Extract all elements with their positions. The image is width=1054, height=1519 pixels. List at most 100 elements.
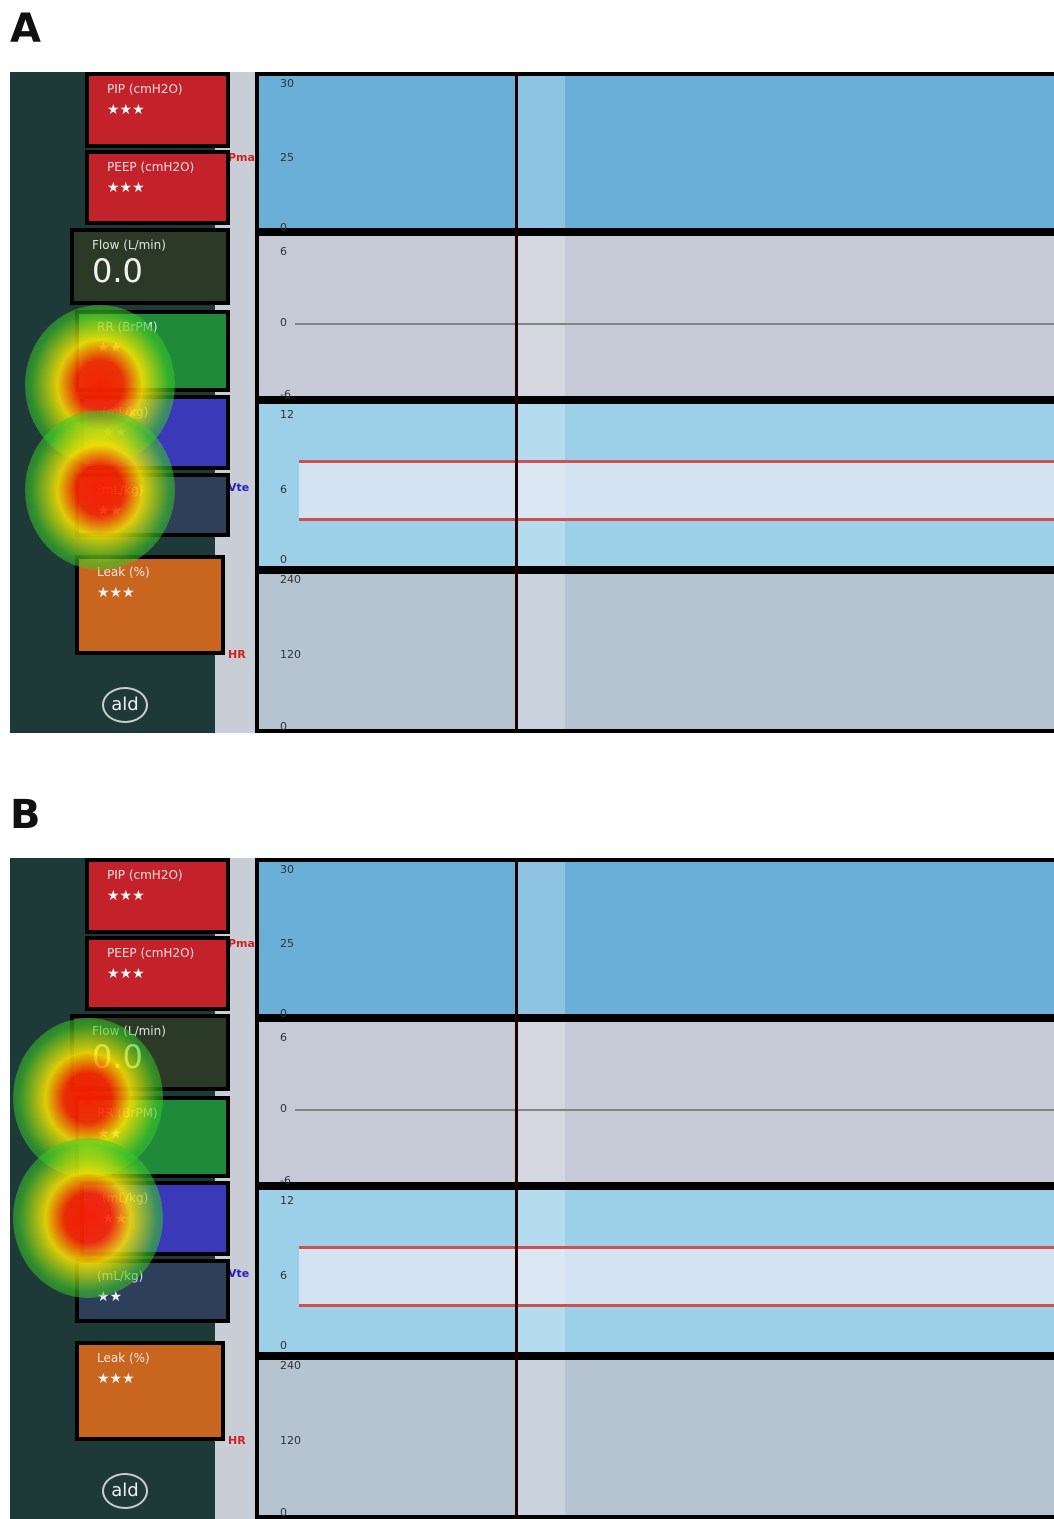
tile-title: Flow (L/min) <box>92 238 166 252</box>
axis-label: 0 <box>280 316 287 329</box>
axis-label: 25 <box>280 151 294 164</box>
tile-title: PEEP (cmH2O) <box>107 946 195 960</box>
chart-area <box>255 232 1054 400</box>
gap-band <box>515 1022 565 1182</box>
tile-title: Leak (%) <box>97 1351 150 1365</box>
panel-label: B <box>10 792 41 838</box>
tile-value: ★★ <box>97 503 123 519</box>
tile-value: ★★ <box>97 1289 123 1305</box>
limit-line <box>299 518 1054 521</box>
tile-value: ★★★ <box>97 1371 135 1387</box>
axis-label: -6 <box>280 1174 291 1187</box>
tile-value: 0.0 <box>92 1038 143 1076</box>
parameter-tile: Leak (%) ★★★ <box>75 1341 225 1441</box>
limit-line <box>299 1304 1054 1307</box>
axis-label: 30 <box>280 77 294 90</box>
screen: 30 25 0 6 0 -6 12 6 0 240 120 0 Pma Vte HR PIP (cmH2O) ★… <box>10 72 1054 733</box>
tile-value: 0.0 <box>92 252 143 290</box>
tile-value: ★★★ <box>107 966 145 982</box>
badge: ald <box>102 1473 148 1509</box>
axis-label: 120 <box>280 648 301 661</box>
parameter-tile: (mL/kg) ★★ <box>80 1181 230 1256</box>
axis-label: 0 <box>280 1102 287 1115</box>
gap-band <box>515 574 565 729</box>
side-label: HR <box>228 1434 246 1447</box>
chart-area <box>255 858 1054 1018</box>
axis-label: 240 <box>280 573 301 586</box>
band <box>299 1249 1054 1304</box>
axis-label: 0 <box>280 720 287 733</box>
gap-band <box>515 236 565 396</box>
axis-label: -6 <box>280 388 291 401</box>
axis-label: 0 <box>280 553 287 566</box>
parameter-tile: PIP (cmH2O) ★★★ <box>85 72 230 148</box>
axis-label: 120 <box>280 1434 301 1447</box>
side-label: Vte <box>228 481 250 494</box>
tile-title: (mL/kg) <box>102 1191 149 1205</box>
tile-title: (mL/kg) <box>102 405 149 419</box>
tile-value: ★★★ <box>107 102 145 118</box>
side-label: Pma <box>228 937 255 950</box>
axis-label: 6 <box>280 483 287 496</box>
axis-label: 6 <box>280 1269 287 1282</box>
gap-band <box>515 1360 565 1515</box>
parameter-tile: Leak (%) ★★★ <box>75 555 225 655</box>
parameter-tile: (mL/kg) ★★ <box>75 473 230 537</box>
axis-label: 30 <box>280 863 294 876</box>
axis-label: 0 <box>280 221 287 234</box>
gap-band <box>515 862 565 1014</box>
tile-title: (mL/kg) <box>97 483 144 497</box>
parameter-tile: Flow (L/min) 0.0 <box>70 1014 230 1091</box>
chart-area <box>255 570 1054 733</box>
tile-title: PIP (cmH2O) <box>107 82 183 96</box>
tile-value: ★★ <box>102 1211 128 1227</box>
tile-value: ★★ <box>102 425 128 441</box>
limit-line <box>299 460 1054 463</box>
side-label: Vte <box>228 1267 250 1280</box>
screen: 30 25 0 6 0 -6 12 6 0 240 120 0 Pma Vte HR PIP (cmH2O) ★… <box>10 858 1054 1519</box>
panel-label: A <box>10 6 41 52</box>
tile-value: ★★★ <box>107 888 145 904</box>
tile-title: Leak (%) <box>97 565 150 579</box>
parameter-tile: PEEP (cmH2O) ★★★ <box>85 936 230 1011</box>
limit-line <box>299 1246 1054 1249</box>
badge: ald <box>102 687 148 723</box>
baseline <box>295 323 1054 325</box>
axis-label: 12 <box>280 1194 294 1207</box>
tile-title: PEEP (cmH2O) <box>107 160 195 174</box>
tile-value: ★★★ <box>107 180 145 196</box>
cursor-line <box>515 72 518 733</box>
tile-value: ★★ <box>97 340 123 356</box>
chart-area <box>255 72 1054 232</box>
band <box>299 463 1054 518</box>
axis-label: 240 <box>280 1359 301 1372</box>
chart-area <box>255 1356 1054 1519</box>
axis-label: 12 <box>280 408 294 421</box>
chart-area <box>255 400 1054 570</box>
parameter-tile: PEEP (cmH2O) ★★★ <box>85 150 230 225</box>
axis-label: 25 <box>280 937 294 950</box>
parameter-tile: Flow (L/min) 0.0 <box>70 228 230 305</box>
baseline <box>295 1109 1054 1111</box>
axis-label: 6 <box>280 1031 287 1044</box>
parameter-tile: RR (BrPM) ★★ <box>75 310 230 392</box>
parameter-tile: (mL/kg) ★★ <box>75 1259 230 1323</box>
tile-title: Flow (L/min) <box>92 1024 166 1038</box>
tile-value: ★★ <box>97 1126 123 1142</box>
gap-band <box>515 76 565 228</box>
axis-label: 0 <box>280 1007 287 1020</box>
cursor-line <box>515 858 518 1519</box>
parameter-tile: RR (BrPM) ★★ <box>75 1096 230 1178</box>
side-label: HR <box>228 648 246 661</box>
tile-title: PIP (cmH2O) <box>107 868 183 882</box>
tile-title: (mL/kg) <box>97 1269 144 1283</box>
tile-title: RR (BrPM) <box>97 320 158 334</box>
axis-label: 6 <box>280 245 287 258</box>
side-label: Pma <box>228 151 255 164</box>
tile-value: ★★★ <box>97 585 135 601</box>
parameter-tile: PIP (cmH2O) ★★★ <box>85 858 230 934</box>
chart-area <box>255 1018 1054 1186</box>
parameter-tile: (mL/kg) ★★ <box>80 395 230 470</box>
chart-area <box>255 1186 1054 1356</box>
